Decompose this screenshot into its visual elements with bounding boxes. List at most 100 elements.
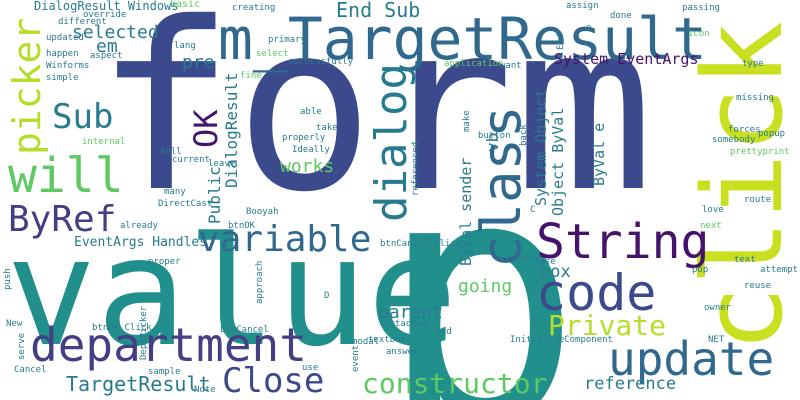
- word-override: override: [83, 10, 127, 20]
- word-forces: forces: [728, 125, 761, 135]
- word-take: take: [316, 123, 338, 133]
- word-select: select: [256, 49, 289, 59]
- word-initializecomponent: InitializeComponent: [510, 335, 613, 345]
- word-proper: proper: [148, 257, 181, 267]
- word-want: want: [500, 61, 522, 71]
- word-variable: variable: [198, 219, 372, 260]
- word-creating: creating: [232, 3, 276, 13]
- word-parent: parent: [378, 302, 444, 323]
- word-em: em: [96, 36, 118, 57]
- word-back: back: [519, 124, 529, 146]
- word-love: love: [702, 205, 724, 215]
- word-simple: simple: [46, 73, 79, 83]
- word-end-sub: End Sub: [336, 0, 421, 22]
- word-tell: tell: [160, 147, 182, 157]
- word-already: already: [120, 221, 158, 231]
- word-type: type: [742, 59, 764, 69]
- word-textbox: textbox: [368, 335, 406, 345]
- word-different: different: [58, 17, 107, 27]
- word-booyah: Booyah: [246, 207, 279, 217]
- word-lose: lose: [534, 257, 556, 267]
- word-basic: basic: [170, 0, 201, 10]
- word-m-targetresult: m_TargetResult: [218, 5, 707, 73]
- word-answers: answers: [386, 347, 424, 357]
- word-btncancel-click: btnCancel_Click: [380, 239, 462, 249]
- word-object-byval: Object ByVal: [549, 107, 567, 216]
- word-byval-sender: ByVal sender: [457, 157, 475, 266]
- word-private: Private: [548, 309, 667, 342]
- word-button: button: [478, 131, 511, 141]
- word-primary: primary: [268, 35, 306, 45]
- word-cancel: Cancel: [14, 365, 47, 375]
- word-dialogresult-windows: DialogResult Windows: [34, 0, 179, 13]
- word-attempt: attempt: [760, 265, 798, 275]
- word-route: route: [744, 195, 772, 205]
- word-close: Close: [222, 361, 325, 400]
- word-net: NET: [708, 335, 725, 345]
- word-sample: sample: [148, 367, 181, 377]
- word-new: New: [6, 319, 23, 329]
- word-ideally: Ideally: [292, 145, 330, 155]
- word-somebody: somebody: [712, 135, 756, 145]
- word-fine: fine: [240, 71, 262, 81]
- word-targetresult: TargetResult: [66, 372, 211, 396]
- word-successfully: successfully: [288, 57, 354, 67]
- word-winforms: Winforms: [46, 61, 90, 71]
- word-approach: approach: [255, 260, 265, 304]
- word-system-eventargs: System EventArgs: [554, 50, 699, 68]
- word-owner: owner: [704, 303, 732, 313]
- word-eventargs-handles: EventArgs Handles: [74, 235, 208, 250]
- word-referenced: referenced: [411, 141, 421, 196]
- word-done: done: [610, 11, 632, 21]
- word-string: String: [536, 214, 710, 270]
- word-serve: serve: [17, 332, 27, 360]
- word-user: user: [520, 253, 542, 263]
- word-push: push: [3, 268, 13, 290]
- word-directcast: DirectCast: [158, 199, 213, 209]
- word-able: able: [300, 107, 322, 117]
- word-byref: ByRef: [8, 199, 117, 240]
- word-p: p: [378, 104, 583, 400]
- word-dialog: dialog: [366, 63, 417, 222]
- word-btnok: btnOK: [228, 221, 256, 231]
- word-passing: passing: [682, 3, 720, 13]
- word-pre: pre: [182, 52, 215, 73]
- word-missing: missing: [736, 93, 774, 103]
- word-ok: OK: [187, 109, 225, 148]
- word-public: Public: [205, 166, 224, 224]
- word-many: many: [164, 187, 186, 197]
- word-byval-e: ByVal e: [590, 122, 608, 186]
- word-system-object: System Object: [532, 88, 550, 206]
- word-picker: picker: [5, 17, 49, 155]
- word-code: code: [536, 264, 657, 322]
- word-popup: popup: [758, 129, 786, 139]
- word-btnok-click: btnOK_Click: [92, 323, 152, 333]
- word-sub: Sub: [52, 97, 114, 137]
- word-dialogresult: DialogResult: [222, 72, 241, 188]
- word-application: application: [444, 59, 504, 69]
- word-current: current: [172, 155, 210, 165]
- word-event: event: [351, 344, 361, 372]
- word-value: value: [6, 206, 458, 380]
- word-prettyprint: prettyprint: [730, 147, 790, 157]
- word-note: Note: [194, 385, 216, 395]
- word-leave: leave: [208, 159, 236, 169]
- word-e: e: [586, 23, 592, 33]
- word-happen: happen: [46, 49, 79, 59]
- word-will: will: [8, 148, 124, 204]
- word-lang: lang: [174, 41, 196, 51]
- word-assign: assign: [566, 1, 599, 11]
- word-department: department: [30, 318, 307, 372]
- word-selected: selected: [72, 22, 159, 43]
- word-text: text: [734, 255, 756, 265]
- word-attached: attached: [384, 319, 428, 329]
- word-works: works: [280, 156, 335, 177]
- word-use: use: [302, 363, 319, 373]
- word-box: box: [540, 262, 571, 282]
- word-d: D: [324, 291, 330, 301]
- word-pop: pop: [692, 265, 709, 275]
- word-aspect: aspect: [90, 51, 123, 61]
- word-icon: icon: [688, 29, 710, 39]
- word-end: End: [556, 33, 566, 50]
